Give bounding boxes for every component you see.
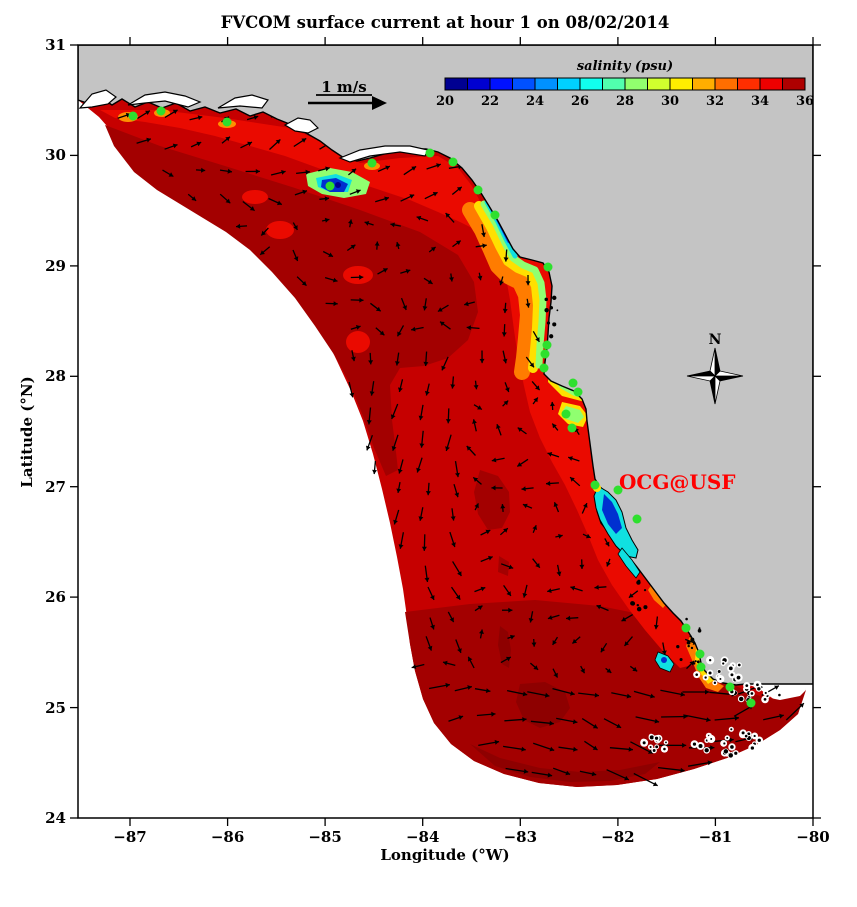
- bigbend-orange-band: [462, 202, 536, 380]
- x-tick-label: −85: [308, 828, 341, 846]
- scale-arrow-head: [372, 96, 387, 110]
- colorbar-tick-label: 30: [661, 94, 679, 109]
- colorbar: salinity (psu) 20 22 24 26 28 30 32 34 3…: [436, 59, 814, 109]
- salinity-34-spots: [242, 190, 373, 353]
- station-dot: [567, 423, 577, 433]
- colorbar-tick-label: 26: [571, 94, 589, 109]
- station-dot: [473, 185, 483, 195]
- map-area: N OCG@USF: [78, 45, 813, 787]
- land-layer: [78, 45, 813, 686]
- x-tick-label: −81: [699, 828, 732, 846]
- colorbar-tick-label: 34: [751, 94, 769, 109]
- salinity-darkest-blobs: [470, 626, 660, 782]
- station-dot: [543, 262, 553, 272]
- colorbar-tick-label: 28: [616, 94, 634, 109]
- colorbar-segments: [444, 77, 806, 91]
- station-dot: [696, 662, 706, 672]
- colorbar-tick-label: 36: [796, 94, 814, 109]
- salinity-34-band-north: [100, 110, 492, 232]
- station-dot: [367, 158, 377, 168]
- plot-frame: [77, 44, 814, 819]
- map-ocean-layer: [78, 97, 806, 787]
- station-dot: [540, 349, 550, 359]
- colorbar-tick-label: 22: [481, 94, 499, 109]
- colorbar-tick-label: 32: [706, 94, 724, 109]
- x-tick-label: −87: [113, 828, 146, 846]
- y-tick-label: 25: [45, 699, 66, 717]
- station-dot: [573, 387, 583, 397]
- station-dot: [613, 485, 623, 495]
- scale-arrow: 1 m/s: [308, 78, 387, 110]
- y-tick-label: 26: [45, 588, 66, 606]
- y-tick-labels: 31 30 29 28 27 26 25 24: [45, 36, 66, 827]
- florida-land: [78, 45, 813, 686]
- x-tick-labels: −87 −86 −85 −84 −83 −82 −81 −80: [113, 828, 829, 846]
- x-tick-label: −82: [601, 828, 634, 846]
- station-dot: [561, 409, 571, 419]
- station-dot: [632, 514, 642, 524]
- x-tick-label: −80: [796, 828, 829, 846]
- y-tick-label: 30: [45, 146, 66, 164]
- y-tick-label: 31: [45, 36, 66, 54]
- station-dot: [490, 210, 500, 220]
- station-dot: [542, 340, 552, 350]
- current-arrows-layer: [117, 109, 805, 787]
- station-dots-layer: [128, 106, 756, 708]
- station-dot: [448, 157, 458, 167]
- station-dot: [681, 623, 691, 633]
- station-dot: [695, 649, 705, 659]
- compass-north-label: N: [709, 332, 722, 348]
- colorbar-tick-labels: 20 22 24 26 28 30 32 34 36: [436, 94, 814, 109]
- x-tick-label: −83: [504, 828, 537, 846]
- station-dot: [156, 106, 166, 116]
- compass-rose: [686, 347, 744, 405]
- station-dot: [128, 111, 138, 121]
- axis-ticks: [70, 37, 821, 826]
- figure-title: FVCOM surface current at hour 1 on 08/02…: [221, 13, 670, 32]
- y-axis-label: Latitude (°N): [18, 376, 36, 487]
- station-dot: [325, 181, 335, 191]
- y-tick-label: 24: [45, 809, 66, 827]
- salinity-36-blob-mid: [474, 470, 510, 576]
- salinity-36-band-nw: [105, 125, 478, 476]
- station-dot: [590, 480, 600, 490]
- y-tick-label: 29: [45, 257, 66, 275]
- panhandle-lagoons: [78, 89, 429, 163]
- colorbar-tick-label: 20: [436, 94, 454, 109]
- colorbar-title: salinity (psu): [577, 59, 673, 74]
- x-tick-label: −86: [211, 828, 244, 846]
- station-dot: [568, 378, 578, 388]
- ocg-usf-annotation: OCG@USF: [619, 470, 736, 494]
- bigbend-green-band: [480, 200, 547, 369]
- station-dot: [746, 698, 756, 708]
- y-tick-label: 27: [45, 478, 66, 496]
- island-speckles-layer: [544, 295, 784, 759]
- station-dot: [425, 148, 435, 158]
- x-axis-label: Longitude (°W): [380, 846, 509, 864]
- station-dot: [539, 363, 549, 373]
- scale-arrow-label: 1 m/s: [321, 78, 366, 96]
- x-tick-label: −84: [406, 828, 439, 846]
- station-dot: [725, 682, 735, 692]
- charlotte-harbor: [654, 651, 675, 673]
- y-tick-label: 28: [45, 367, 66, 385]
- colorbar-tick-label: 24: [526, 94, 544, 109]
- station-dot: [222, 117, 232, 127]
